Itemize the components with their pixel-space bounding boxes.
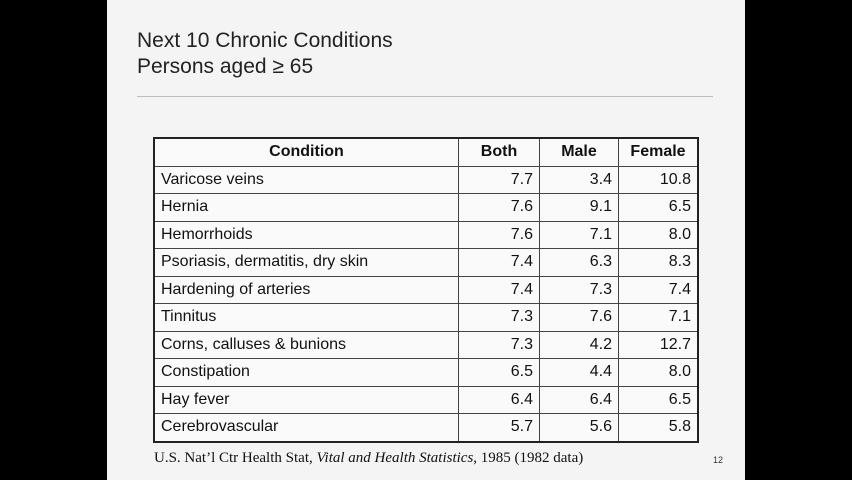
page-number: 12 — [713, 455, 724, 465]
cell-condition: Psoriasis, dermatitis, dry skin — [153, 248, 459, 277]
chronic-conditions-table: Condition Both Male Female Varicose vein… — [153, 137, 699, 443]
header-female: Female — [618, 137, 699, 167]
cell-condition: Corns, calluses & bunions — [153, 330, 459, 359]
cell-male: 6.4 — [539, 385, 619, 414]
cell-female: 7.1 — [618, 303, 699, 332]
title-line-1: Next 10 Chronic Conditions — [137, 29, 393, 52]
table-row: Corns, calluses & bunions 7.3 4.2 12.7 — [153, 330, 699, 359]
cell-both: 7.3 — [458, 303, 540, 332]
cell-male: 4.2 — [539, 330, 619, 359]
cell-condition: Varicose veins — [153, 165, 459, 194]
cell-male: 3.4 — [539, 165, 619, 194]
cell-condition: Hay fever — [153, 385, 459, 414]
slide-title: Next 10 Chronic Conditions Persons aged … — [137, 28, 393, 80]
cell-condition: Hemorrhoids — [153, 220, 459, 249]
table-body: Varicose veins 7.7 3.4 10.8 Hernia 7.6 9.1 6.5 H… — [153, 165, 699, 442]
header-both: Both — [458, 137, 540, 167]
title-line-2: Persons aged ≥ 65 — [137, 55, 314, 78]
cell-female: 6.5 — [618, 193, 699, 222]
cell-female: 8.0 — [618, 358, 699, 387]
cell-condition: Hardening of arteries — [153, 275, 459, 304]
cell-condition: Tinnitus — [153, 303, 459, 332]
cell-both: 6.4 — [458, 385, 540, 414]
cell-male: 7.3 — [539, 275, 619, 304]
cell-male: 9.1 — [539, 193, 619, 222]
cell-female: 8.3 — [618, 248, 699, 277]
cell-both: 7.4 — [458, 275, 540, 304]
cell-female: 7.4 — [618, 275, 699, 304]
source-publication: Vital and Health Statistics — [316, 450, 474, 466]
table-row: Cerebrovascular 5.7 5.6 5.8 — [153, 413, 699, 442]
slide: Next 10 Chronic Conditions Persons aged … — [107, 0, 745, 480]
table-row: Constipation 6.5 4.4 8.0 — [153, 358, 699, 387]
cell-both: 7.6 — [458, 220, 540, 249]
table-row: Tinnitus 7.3 7.6 7.1 — [153, 303, 699, 332]
cell-male: 7.6 — [539, 303, 619, 332]
cell-condition: Cerebrovascular — [153, 413, 459, 442]
header-condition: Condition — [153, 137, 459, 167]
cell-female: 12.7 — [618, 330, 699, 359]
cell-both: 7.7 — [458, 165, 540, 194]
cell-both: 7.3 — [458, 330, 540, 359]
header-male: Male — [539, 137, 619, 167]
cell-male: 6.3 — [539, 248, 619, 277]
cell-male: 4.4 — [539, 358, 619, 387]
table-header-row: Condition Both Male Female — [153, 137, 699, 167]
cell-both: 7.6 — [458, 193, 540, 222]
cell-male: 5.6 — [539, 413, 619, 442]
cell-both: 7.4 — [458, 248, 540, 277]
cell-male: 7.1 — [539, 220, 619, 249]
title-divider — [137, 96, 713, 97]
cell-female: 10.8 — [618, 165, 699, 194]
cell-condition: Constipation — [153, 358, 459, 387]
cell-female: 6.5 — [618, 385, 699, 414]
table-row: Psoriasis, dermatitis, dry skin 7.4 6.3 8.3 — [153, 248, 699, 277]
cell-both: 5.7 — [458, 413, 540, 442]
table-row: Hemorrhoids 7.6 7.1 8.0 — [153, 220, 699, 249]
table-row: Hernia 7.6 9.1 6.5 — [153, 193, 699, 222]
cell-female: 8.0 — [618, 220, 699, 249]
cell-female: 5.8 — [618, 413, 699, 442]
source-prefix: U.S. Nat’l Ctr Health Stat, — [154, 450, 317, 466]
cell-both: 6.5 — [458, 358, 540, 387]
source-suffix: , 1985 (1982 data) — [473, 450, 584, 466]
cell-condition: Hernia — [153, 193, 459, 222]
source-citation: U.S. Nat’l Ctr Health Stat, Vital and He… — [154, 450, 583, 467]
table-row: Hay fever 6.4 6.4 6.5 — [153, 385, 699, 414]
table-row: Varicose veins 7.7 3.4 10.8 — [153, 165, 699, 194]
table-row: Hardening of arteries 7.4 7.3 7.4 — [153, 275, 699, 304]
